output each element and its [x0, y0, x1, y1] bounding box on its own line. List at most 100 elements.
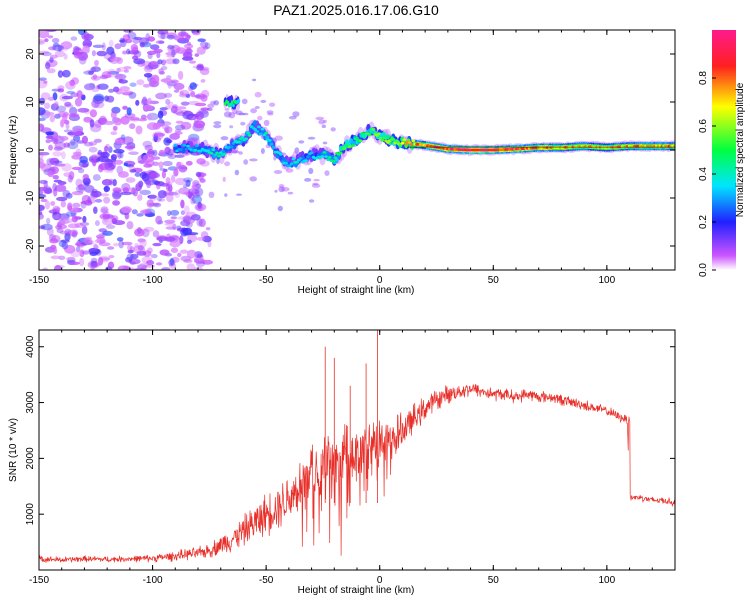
ridge-cell — [237, 140, 241, 144]
noise-blob — [44, 111, 55, 116]
noise-blob — [200, 41, 209, 48]
spectrogram-ridge — [172, 94, 675, 171]
ridge-cell — [333, 156, 338, 160]
noise-blob — [39, 225, 46, 230]
ridge-cell — [330, 154, 335, 160]
noise-blob — [155, 215, 163, 225]
noise-blob — [180, 199, 185, 209]
noise-blob — [61, 69, 71, 78]
noise-blob — [213, 100, 219, 106]
noise-blob — [200, 94, 208, 102]
ridge-cell — [244, 137, 248, 141]
noise-blob — [171, 174, 176, 183]
noise-blob — [180, 121, 192, 130]
noise-blob — [200, 79, 206, 83]
noise-blob — [131, 209, 138, 215]
ridge-cell — [351, 144, 356, 147]
noise-blob — [77, 107, 90, 113]
noise-blob — [143, 226, 155, 232]
noise-blob — [180, 219, 191, 227]
noise-blob — [124, 38, 133, 44]
noise-blob — [164, 236, 176, 242]
noise-blob — [322, 141, 328, 145]
noise-blob — [56, 228, 64, 234]
noise-blob — [199, 178, 206, 183]
noise-blob — [90, 66, 101, 73]
noise-blob — [126, 107, 132, 116]
colorbar-gradient — [712, 30, 736, 270]
noise-blob — [120, 206, 132, 214]
noise-blob — [196, 203, 204, 212]
y-tick-label: 20 — [25, 48, 36, 60]
noise-blob — [62, 112, 68, 122]
y-tick-label: 4000 — [25, 335, 36, 358]
noise-blob — [67, 175, 74, 183]
noise-blob — [105, 159, 117, 163]
noise-blob — [120, 191, 133, 196]
colorbar-tick-label: 0.6 — [698, 119, 709, 133]
noise-blob — [174, 177, 187, 186]
ridge-cell — [380, 138, 385, 142]
noise-blob — [164, 126, 173, 134]
snr-x-label: Height of straight line (km) — [298, 585, 415, 596]
noise-blob — [72, 127, 82, 137]
noise-blob — [146, 260, 155, 266]
noise-blob — [50, 255, 61, 260]
ridge-cell — [320, 155, 325, 158]
noise-blob — [160, 78, 173, 83]
noise-blob — [318, 119, 325, 125]
snr-plot-area — [39, 330, 675, 564]
noise-blob — [207, 103, 215, 109]
noise-blob — [43, 189, 52, 194]
noise-blob — [170, 79, 180, 85]
noise-blob — [240, 121, 246, 126]
noise-blob — [104, 145, 109, 152]
noise-blob — [50, 201, 56, 206]
noise-blob — [101, 71, 112, 79]
noise-blob — [79, 258, 85, 267]
noise-blob — [173, 89, 180, 93]
ridge-cell — [230, 100, 234, 105]
noise-blob — [71, 231, 78, 238]
noise-blob — [49, 114, 55, 123]
ridge-cell — [342, 147, 347, 150]
noise-blob — [98, 256, 104, 266]
noise-blob — [112, 200, 120, 206]
noise-blob — [49, 54, 58, 59]
ridge-cell — [193, 148, 198, 152]
noise-blob — [95, 198, 103, 203]
noise-blob — [101, 217, 114, 226]
noise-blob — [116, 237, 124, 242]
noise-blob — [199, 160, 210, 167]
noise-blob — [173, 82, 185, 91]
noise-blob — [56, 196, 68, 202]
noise-blob — [280, 187, 290, 192]
noise-blob — [278, 186, 285, 193]
noise-blob — [100, 193, 110, 197]
noise-blob — [166, 34, 175, 40]
noise-blob — [98, 255, 110, 263]
noise-blob — [116, 68, 121, 73]
noise-blob — [58, 255, 66, 260]
noise-blob — [131, 187, 136, 193]
noise-blob — [79, 222, 90, 226]
noise-blob — [103, 186, 109, 193]
colorbar-tick-label: 0.8 — [698, 71, 709, 85]
noise-blob — [194, 53, 200, 57]
ridge-cell — [304, 159, 308, 163]
noise-blob — [40, 198, 48, 203]
noise-blob — [110, 111, 117, 119]
noise-blob — [277, 205, 283, 212]
noise-blob — [78, 244, 84, 249]
noise-blob — [87, 196, 92, 203]
noise-blob — [44, 38, 49, 43]
noise-blob — [69, 106, 78, 116]
noise-blob — [121, 90, 134, 96]
y-tick-label: 2000 — [25, 447, 36, 470]
noise-blob — [39, 162, 45, 168]
noise-blob — [112, 179, 117, 187]
noise-blob — [139, 41, 145, 48]
noise-blob — [103, 196, 111, 204]
ridge-cell — [182, 143, 187, 147]
noise-blob — [129, 118, 139, 122]
